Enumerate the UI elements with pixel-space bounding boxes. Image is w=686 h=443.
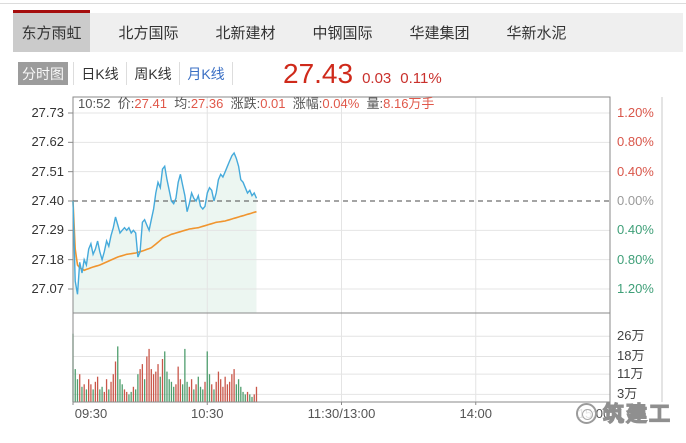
- stock-tab-6[interactable]: 华新水泥: [506, 25, 567, 42]
- volume-tick-4: 3万: [617, 386, 638, 402]
- info-volume-label: 量:: [366, 96, 384, 111]
- chart-tab-1[interactable]: 分时图: [18, 62, 68, 85]
- info-change-value: 0.01: [260, 96, 286, 111]
- info-time: 10:52: [78, 96, 111, 111]
- info-volume-value: 8.16万手: [383, 96, 435, 111]
- stock-tab-2[interactable]: 北方国际: [118, 25, 179, 42]
- percent-tick-2: 0.80%: [617, 134, 654, 150]
- percent-tick-5: 0.40%: [617, 222, 654, 238]
- volume-tick-2: 18万: [617, 348, 645, 364]
- info-pct-label: 涨幅:: [292, 96, 323, 111]
- info-price-label: 价:: [117, 96, 135, 111]
- watermark-logo-icon: [576, 402, 597, 424]
- current-price: 27.43: [283, 58, 354, 89]
- percent-tick-4: 0.00%: [617, 193, 654, 208]
- time-label-4: 14:00: [459, 406, 493, 421]
- price-tick-1: 27.73: [31, 105, 64, 120]
- info-change-label: 涨跌:: [230, 96, 261, 111]
- price-change-percent: 0.11%: [400, 70, 442, 87]
- info-pct-value: 0.04%: [322, 96, 360, 111]
- stock-tab-5[interactable]: 华建集团: [409, 25, 470, 42]
- percent-tick-3: 0.40%: [617, 163, 654, 179]
- stock-tab-bar: 东方雨虹 北方国际 北新建材 中钢国际 华建集团 华新水泥: [13, 10, 683, 52]
- chart-tab-2[interactable]: 日K线: [73, 62, 126, 85]
- percent-tick-6: 0.80%: [617, 251, 654, 267]
- volume-tick-1: 26万: [617, 328, 645, 344]
- watermark: 筑建工: [576, 398, 672, 428]
- price-tick-6: 27.18: [31, 251, 64, 267]
- price-tick-5: 27.29: [31, 222, 64, 238]
- percent-tick-1: 1.20%: [617, 105, 654, 120]
- stock-tab-3[interactable]: 北新建材: [215, 25, 276, 42]
- time-label-2: 10:30: [190, 406, 224, 421]
- stock-tab-4[interactable]: 中钢国际: [312, 25, 373, 42]
- price-change: 0.03: [362, 70, 392, 87]
- info-price-value: 27.41: [134, 96, 167, 111]
- stock-tab-1[interactable]: 东方雨虹: [13, 10, 90, 52]
- volume-tick-3: 11万: [617, 366, 644, 382]
- percent-tick-7: 1.20%: [617, 281, 654, 296]
- time-label-3: 11:30/13:00: [307, 406, 376, 421]
- top-divider: [0, 3, 686, 4]
- price-tick-7: 27.07: [31, 281, 64, 296]
- chart-info-bar: 10:52 价:27.41 均:27.36 涨跌:0.01 涨幅:0.04% 量…: [78, 93, 434, 112]
- info-avg-label: 均:: [174, 96, 191, 111]
- price-tick-3: 27.51: [31, 163, 64, 179]
- watermark-text: 筑建工: [602, 402, 672, 426]
- chart-type-tab-bar: 分时图 日K线 周K线 月K线: [18, 62, 233, 85]
- chart-tab-4[interactable]: 月K线: [179, 62, 233, 85]
- chart-tab-3[interactable]: 周K线: [126, 62, 179, 85]
- time-label-1: 09:30: [74, 406, 108, 421]
- quote-summary: 27.43 0.03 0.11%: [283, 58, 442, 90]
- price-tick-2: 27.62: [31, 134, 64, 150]
- info-avg-value: 27.36: [190, 96, 224, 111]
- price-tick-4: 27.40: [31, 193, 64, 208]
